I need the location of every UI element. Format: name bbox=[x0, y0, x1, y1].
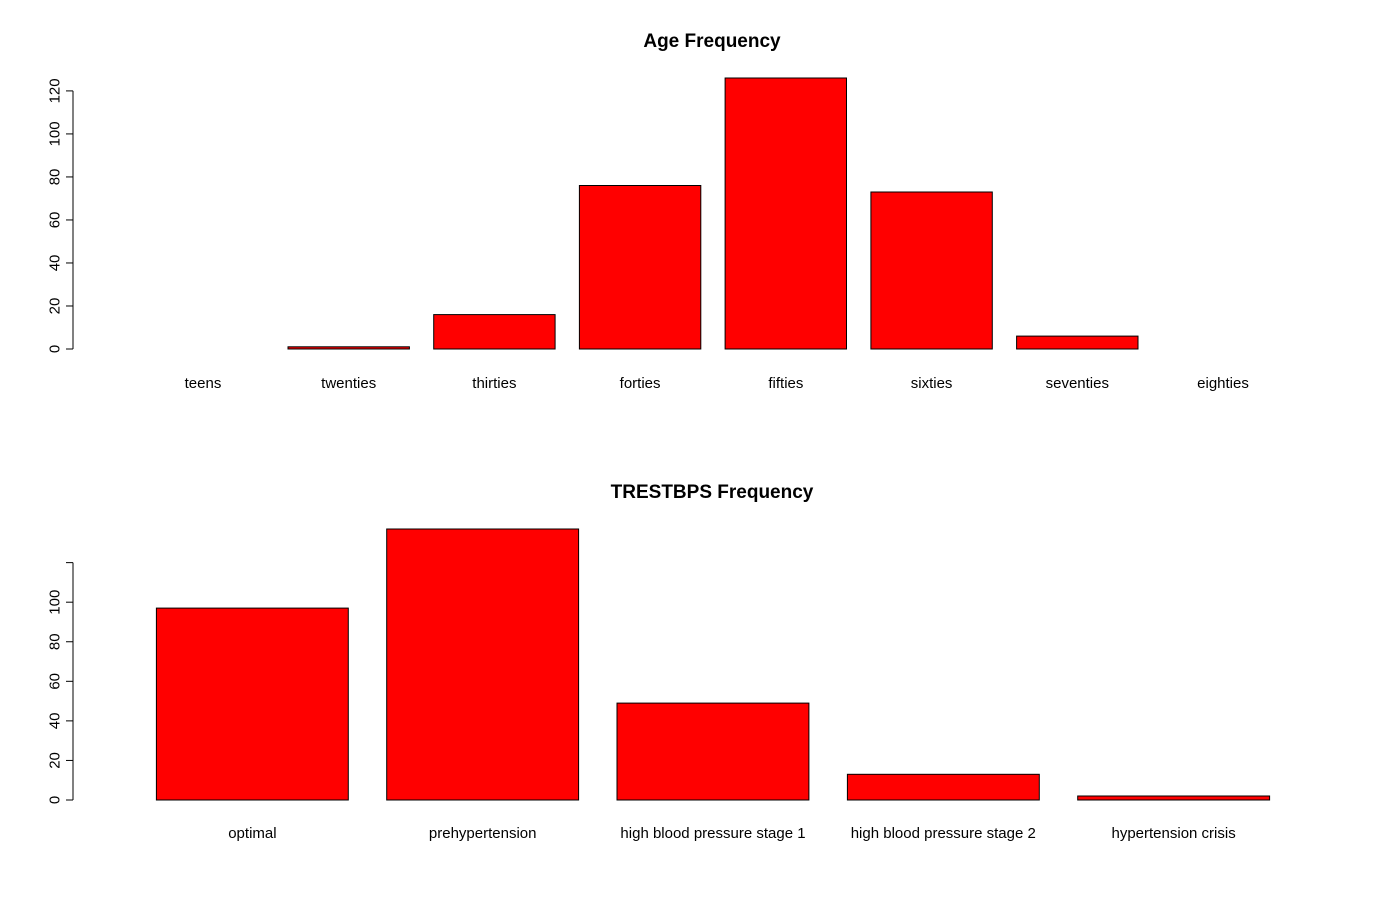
trestbps-y-tick-label: 60 bbox=[47, 673, 64, 690]
trestbps-category-labels: optimal prehypertension high blood pressur… bbox=[228, 825, 1235, 842]
age-y-tick-label: 80 bbox=[47, 169, 64, 186]
age-y-tick-label: 120 bbox=[47, 78, 64, 103]
trestbps-category-label: optimal bbox=[228, 825, 276, 842]
trestbps-bar-prehypertension bbox=[386, 528, 580, 801]
age-category-label: forties bbox=[620, 375, 661, 392]
age-category-label: twenties bbox=[321, 375, 376, 392]
age-bar-seventies bbox=[1016, 335, 1139, 350]
trestbps-bar-optimal bbox=[155, 607, 349, 801]
age-bar-forties bbox=[578, 185, 702, 350]
trestbps-category-label: high blood pressure stage 1 bbox=[620, 825, 805, 842]
trestbps-y-axis: 0 20 40 60 80 100 bbox=[47, 562, 74, 804]
trestbps-y-tick-label: 80 bbox=[47, 633, 64, 650]
age-y-axis: 0 20 40 60 80 100 120 bbox=[47, 78, 74, 353]
trestbps-y-tick-label: 40 bbox=[47, 713, 64, 730]
age-category-labels: teens twenties thirties forties fifties sixti… bbox=[185, 375, 1249, 392]
trestbps-chart-title: TRESTBPS Frequency bbox=[611, 482, 814, 503]
age-bars bbox=[287, 77, 1139, 350]
trestbps-category-label: high blood pressure stage 2 bbox=[851, 825, 1036, 842]
age-y-tick-label: 0 bbox=[47, 345, 64, 353]
age-bar-fifties bbox=[724, 77, 847, 350]
trestbps-y-tick-label: 100 bbox=[47, 590, 64, 615]
age-category-label: thirties bbox=[472, 375, 516, 392]
trestbps-frequency-panel: TRESTBPS Frequency 0 20 40 60 80 100 optimal p… bbox=[47, 482, 1271, 842]
age-category-label: eighties bbox=[1197, 375, 1249, 392]
age-y-tick-label: 40 bbox=[47, 255, 64, 272]
age-category-label: seventies bbox=[1046, 375, 1109, 392]
trestbps-bar-hypertension-crisis bbox=[1077, 795, 1271, 801]
age-y-tick-label: 20 bbox=[47, 298, 64, 315]
age-bar-sixties bbox=[870, 191, 993, 350]
trestbps-y-tick-label: 0 bbox=[47, 796, 64, 804]
age-category-label: sixties bbox=[911, 375, 953, 392]
trestbps-bars bbox=[155, 528, 1271, 801]
age-frequency-panel: Age Frequency 0 20 40 60 80 100 120 teens twent… bbox=[47, 31, 1249, 392]
trestbps-bar-high-blood-pressure-stage-2 bbox=[846, 773, 1040, 801]
age-category-label: teens bbox=[185, 375, 222, 392]
age-chart-title: Age Frequency bbox=[643, 31, 781, 52]
age-y-tick-label: 100 bbox=[47, 121, 64, 146]
age-y-tick-label: 60 bbox=[47, 212, 64, 229]
trestbps-bar-high-blood-pressure-stage-1 bbox=[616, 702, 810, 801]
trestbps-category-label: hypertension crisis bbox=[1111, 825, 1235, 842]
age-bar-thirties bbox=[433, 314, 556, 350]
age-category-label: fifties bbox=[768, 375, 803, 392]
trestbps-y-tick-label: 20 bbox=[47, 752, 64, 769]
age-bar-twenties bbox=[287, 346, 410, 350]
trestbps-category-label: prehypertension bbox=[429, 825, 537, 842]
